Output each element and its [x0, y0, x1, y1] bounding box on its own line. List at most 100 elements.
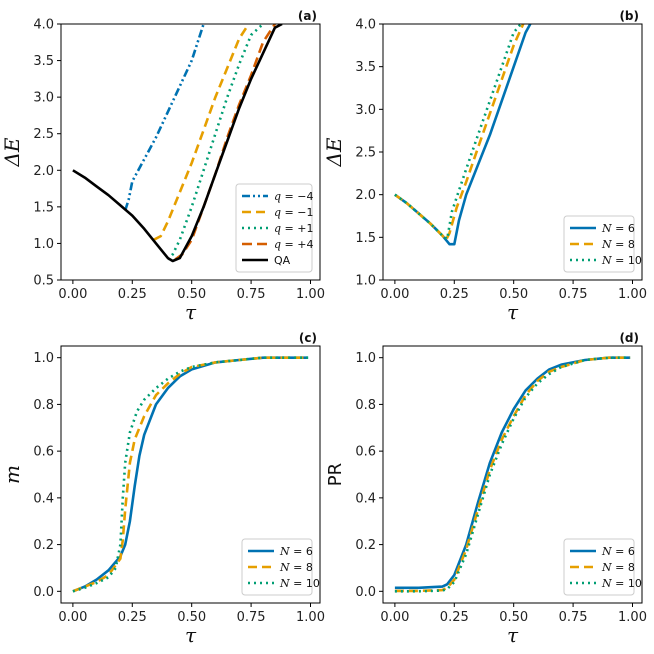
legend-value: = 8	[612, 238, 635, 251]
axes-frame	[60, 23, 321, 281]
legend-label: N = 10	[601, 254, 642, 267]
legend-label: N = 6	[601, 222, 635, 235]
x-tick-label: 0.50	[177, 610, 206, 625]
series-line-2	[72, 356, 309, 593]
axes-frame	[60, 345, 321, 604]
legend-symbol: N	[601, 561, 612, 574]
y-tick-label: 3.0	[33, 91, 54, 106]
legend: N = 6N = 8N = 10	[241, 538, 320, 596]
x-tick-label: 1.00	[618, 287, 647, 302]
x-tick-label: 0.25	[440, 610, 469, 625]
series-line-4	[72, 24, 283, 263]
y-tick-label: 3.0	[355, 103, 376, 118]
y-tick-label: 1.5	[33, 200, 54, 215]
legend-value: = 8	[612, 561, 635, 574]
x-axis-label: τ	[185, 300, 197, 324]
legend-label: N = 8	[601, 238, 635, 251]
y-tick-label: 0.0	[33, 585, 54, 600]
legend-symbol: N	[601, 577, 612, 590]
panel-label: (d)	[619, 331, 639, 345]
y-tick-label: 2.0	[355, 188, 376, 203]
y-axis-label: ΔE	[0, 137, 24, 167]
legend-label: q = −1	[274, 206, 313, 219]
y-tick-label: 0.8	[33, 398, 54, 413]
legend-value: = +4	[281, 238, 313, 251]
legend-symbol: q	[274, 222, 281, 235]
legend-label: N = 8	[279, 561, 313, 574]
series-group	[394, 356, 631, 593]
legend-value: = +1	[281, 222, 313, 235]
legend-value: = −1	[281, 206, 313, 219]
x-tick-label: 0.75	[559, 287, 588, 302]
x-tick-label: 1.00	[296, 610, 325, 625]
panel-label: (b)	[619, 9, 639, 23]
series-line-1	[153, 24, 250, 241]
panel-d: 0.00 0.25 0.50 0.75 1.00 0.0 0.2 0.4 0.6 0.8 1.0 τ P…	[325, 331, 647, 647]
x-tick-label: 0.00	[58, 287, 87, 302]
legend-label: N = 8	[601, 561, 635, 574]
series-line-1	[394, 24, 525, 242]
panel-b: 0.00 0.25 0.50 0.75 1.00 1.0 1.5 2.0 2.5 3.0 3.5 4.…	[322, 9, 647, 324]
series-group	[72, 24, 283, 263]
x-tick-label: 0.00	[58, 610, 87, 625]
legend-symbol: N	[601, 254, 612, 267]
y-tick-label: 3.5	[33, 54, 54, 69]
panel-label: (c)	[299, 331, 317, 345]
legend-value: = 8	[290, 561, 313, 574]
y-tick-label: 3.5	[355, 60, 376, 75]
y-tick-label: 0.2	[33, 538, 54, 553]
y-tick-label: 0.0	[355, 585, 376, 600]
series-line-0	[123, 24, 205, 211]
y-axis-label: m	[0, 465, 24, 484]
x-tick-label: 0.00	[380, 610, 409, 625]
y-tick-label: 0.4	[355, 491, 376, 506]
x-tick-label: 0.50	[177, 287, 206, 302]
x-tick-label: 0.75	[237, 287, 266, 302]
y-tick-label: 4.0	[33, 18, 54, 33]
x-tick-label: 0.00	[380, 287, 409, 302]
y-tick-label: 1.0	[33, 351, 54, 366]
series-line-1	[72, 356, 309, 593]
legend: N = 6N = 8N = 10	[563, 215, 642, 273]
y-tick-label: 0.4	[33, 491, 54, 506]
series-group	[72, 356, 309, 593]
y-tick-label: 0.6	[33, 445, 54, 460]
x-axis-label: τ	[507, 623, 519, 647]
x-tick-label: 0.25	[440, 287, 469, 302]
legend-label: QA	[274, 254, 291, 267]
legend: N = 6N = 8N = 10	[563, 538, 642, 596]
y-tick-label: 1.0	[355, 351, 376, 366]
axes-frame	[382, 345, 643, 604]
legend-value: = 6	[612, 222, 635, 235]
panel-c: 0.00 0.25 0.50 0.75 1.00 0.0 0.2 0.4 0.6 0.8 1.0 τ m…	[0, 331, 325, 647]
panel-label: (a)	[298, 9, 317, 23]
legend: q = −4q = −1q = +1q = +4QA	[235, 183, 313, 273]
legend-symbol: N	[279, 545, 290, 558]
legend-value: = 10	[612, 577, 642, 590]
legend-symbol: N	[279, 577, 290, 590]
x-tick-label: 0.25	[118, 287, 147, 302]
x-tick-label: 1.00	[618, 610, 647, 625]
legend-box	[235, 183, 313, 273]
x-tick-label: 0.75	[237, 610, 266, 625]
y-axis-label: PR	[325, 463, 346, 486]
legend-value: = 10	[290, 577, 320, 590]
series-line-0	[394, 356, 631, 590]
legend-symbol: N	[601, 222, 612, 235]
legend-symbol: q	[274, 238, 281, 251]
legend-box	[563, 538, 635, 596]
legend-label: q = +4	[274, 238, 313, 251]
legend-value: = 6	[290, 545, 313, 558]
x-tick-label: 1.00	[296, 287, 325, 302]
series-line-2	[166, 24, 264, 261]
series-group	[394, 24, 532, 246]
legend-label: N = 10	[601, 577, 642, 590]
y-tick-label: 0.6	[355, 445, 376, 460]
y-tick-label: 0.2	[355, 538, 376, 553]
legend-label: q = −4	[274, 190, 313, 203]
panel-a: 0.00 0.25 0.50 0.75 1.00 0.5 1.0 1.5 2.0 2.5 3.0 3.…	[0, 9, 325, 324]
y-tick-label: 1.0	[355, 274, 376, 289]
y-tick-label: 2.5	[355, 146, 376, 161]
legend-label: N = 6	[279, 545, 313, 558]
